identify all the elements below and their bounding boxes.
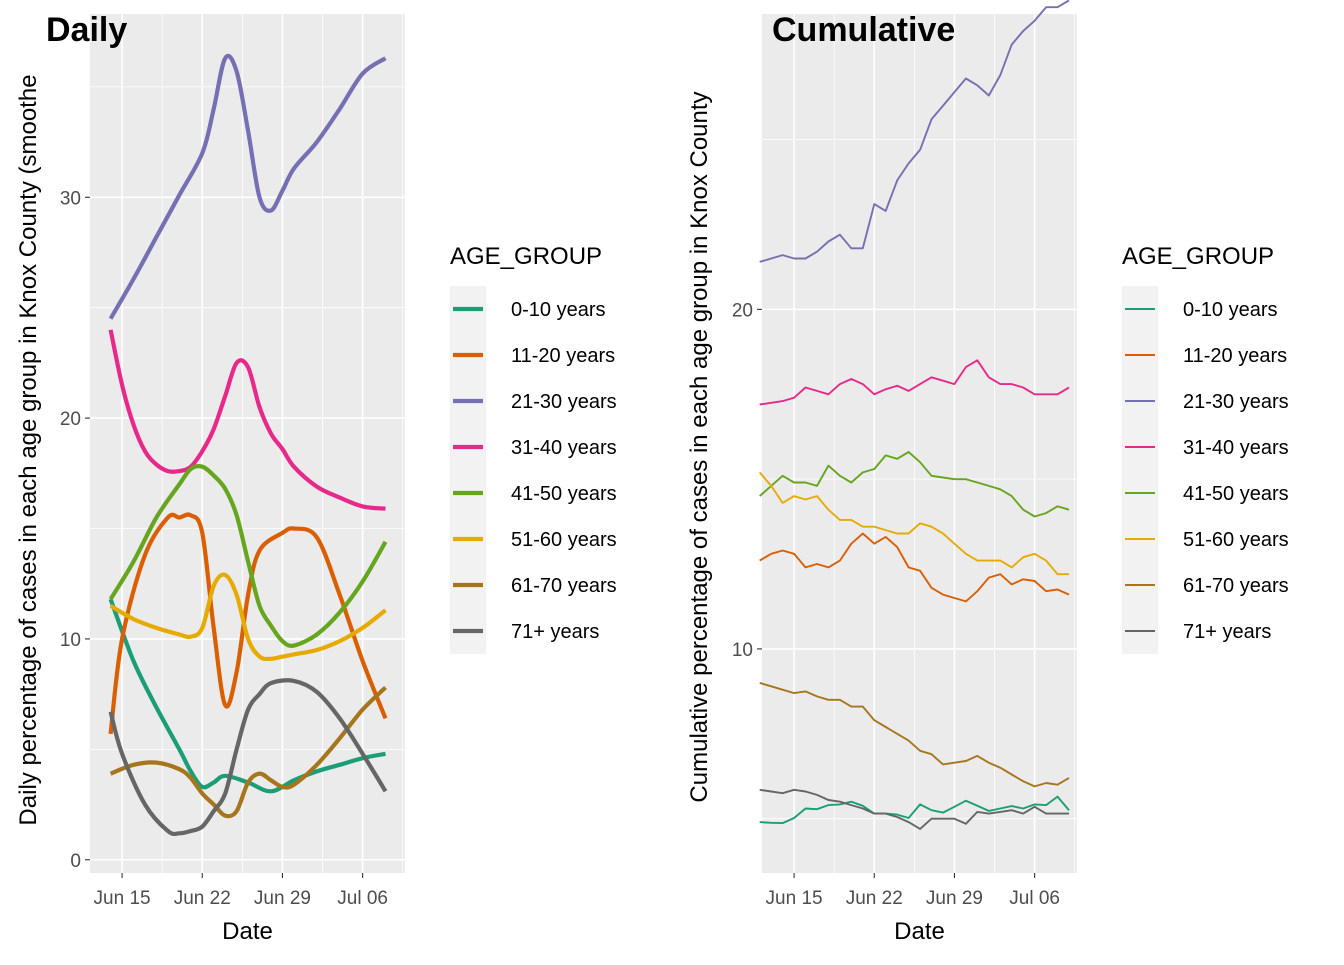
legend-label: 21-30 years bbox=[1183, 391, 1289, 413]
x-tick-label: Jun 15 bbox=[766, 888, 823, 909]
legend: AGE_GROUP 0-10 years 11-20 years 21-30 year… bbox=[450, 243, 617, 654]
series-line-41-50-years bbox=[759, 451, 1070, 518]
legend-label: 51-60 years bbox=[511, 529, 617, 551]
series-line-61-70-years bbox=[759, 681, 1070, 788]
panel-title: Cumulative bbox=[772, 11, 955, 49]
legend-label: 61-70 years bbox=[1183, 575, 1289, 597]
series-line-21-30-years bbox=[759, 0, 1070, 263]
legend-title: AGE_GROUP bbox=[450, 243, 602, 270]
series-line-51-60-years bbox=[758, 471, 1069, 576]
y-tick-label: 30 bbox=[60, 188, 81, 209]
series-line-31-40-years bbox=[759, 359, 1070, 406]
series-line-11-20-years bbox=[759, 532, 1070, 603]
legend-label: 11-20 years bbox=[1183, 345, 1287, 367]
panel-title: Daily bbox=[46, 11, 127, 49]
y-tick-label: 10 bbox=[732, 640, 753, 661]
x-axis-title: Date bbox=[222, 918, 273, 945]
legend-label: 71+ years bbox=[1183, 621, 1271, 643]
legend-label: 61-70 years bbox=[511, 575, 617, 597]
x-tick-label: Jun 29 bbox=[926, 888, 983, 909]
legend-label: 31-40 years bbox=[511, 437, 617, 459]
series-line-0-10-years bbox=[759, 795, 1070, 825]
legend-label: 11-20 years bbox=[511, 345, 615, 367]
series-line-71-years bbox=[108, 678, 388, 837]
y-axis-title: Daily percentage of cases in each age gr… bbox=[15, 74, 42, 825]
series-line-0-10-years bbox=[108, 598, 386, 794]
series-line-61-70-years bbox=[109, 685, 387, 819]
series-line-31-40-years bbox=[108, 329, 386, 511]
chart-panel-daily: 0 10 20 30 Jun 15 Jun 22 Jun 29 Jul 06 Date Daily… bbox=[15, 11, 617, 945]
x-tick-label: Jun 22 bbox=[174, 888, 231, 909]
series-line-11-20-years bbox=[108, 512, 388, 735]
legend-title: AGE_GROUP bbox=[1122, 243, 1274, 270]
legend-key-background bbox=[450, 286, 486, 654]
y-tick-label: 20 bbox=[60, 409, 81, 430]
x-tick-label: Jul 06 bbox=[337, 888, 388, 909]
legend-label: 31-40 years bbox=[1183, 437, 1289, 459]
series-line-41-50-years bbox=[108, 464, 388, 648]
legend-label: 71+ years bbox=[511, 621, 599, 643]
y-tick-label: 0 bbox=[70, 851, 81, 872]
series-line-71-years bbox=[759, 788, 1069, 830]
legend-label: 41-50 years bbox=[1183, 483, 1289, 505]
y-tick-label: 20 bbox=[732, 300, 753, 321]
legend-label: 21-30 years bbox=[511, 391, 617, 413]
x-tick-label: Jun 22 bbox=[846, 888, 903, 909]
series-line-51-60-years bbox=[109, 572, 387, 662]
x-tick-label: Jul 06 bbox=[1009, 888, 1060, 909]
series-line-21-30-years bbox=[108, 53, 387, 320]
legend-label: 51-60 years bbox=[1183, 529, 1289, 551]
x-axis-title: Date bbox=[894, 918, 945, 945]
x-tick-label: Jun 29 bbox=[254, 888, 311, 909]
legend-label: 41-50 years bbox=[511, 483, 617, 505]
plot-background bbox=[762, 14, 1077, 873]
chart-panel-cumulative: 10 20 Jun 15 Jun 22 Jun 29 Jul 06 Date Cumulati… bbox=[686, 0, 1289, 945]
y-axis-title: Cumulative percentage of cases in each a… bbox=[686, 91, 713, 802]
legend: AGE_GROUP 0-10 years 11-20 years 21-30 year… bbox=[1122, 243, 1289, 654]
legend-label: 0-10 years bbox=[1183, 299, 1278, 321]
x-tick-label: Jun 15 bbox=[94, 888, 151, 909]
legend-label: 0-10 years bbox=[511, 299, 606, 321]
y-tick-label: 10 bbox=[60, 630, 81, 651]
legend-key-background bbox=[1122, 286, 1158, 654]
